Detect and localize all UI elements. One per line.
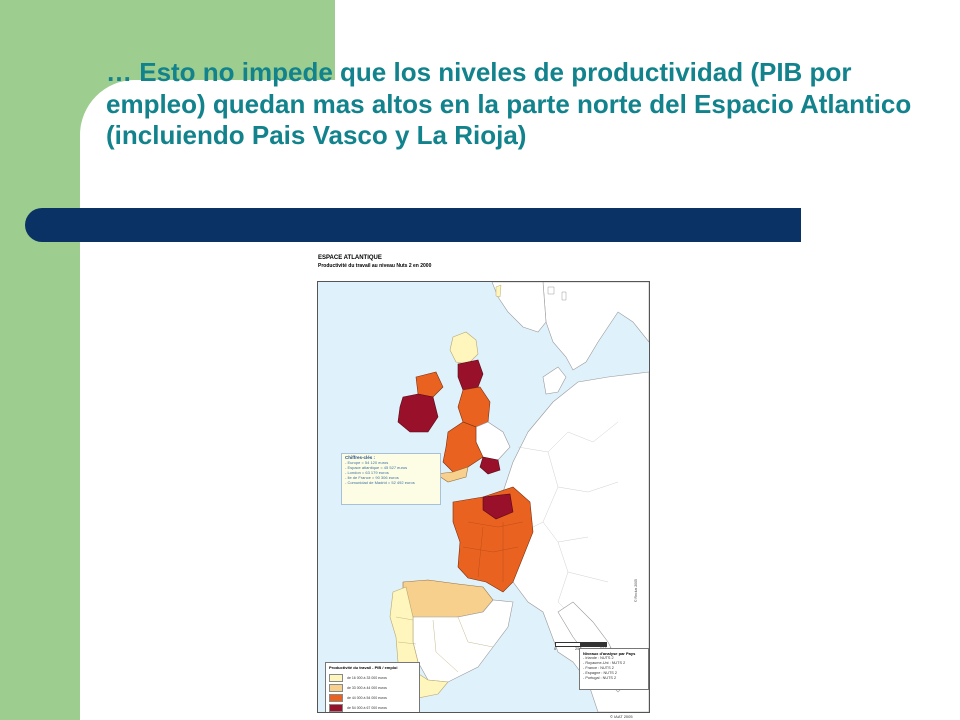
legend-label: de 54 000 à 67 000 euros [347,706,387,710]
map-subheading: Productivité du travail au niveau Nuts 2… [318,263,432,269]
region-shetland [495,284,502,298]
analysis-level-box: Niveaux d'analyse par Pays - Irlande : N… [579,648,649,690]
legend-item: de 44 000 à 54 000 euros [329,693,416,703]
region-france [452,486,534,593]
map-heading: ESPACE ATLANTIQUE [318,255,382,261]
key-figure-line: - Ile de France = 90 306 euros [345,475,399,480]
region-scandinavia [542,282,649,371]
map-figure: ESPACE ATLANTIQUE Productivité du travai… [310,247,660,720]
legend-item: de 54 000 à 67 000 euros [329,703,416,712]
analysis-level-title: Niveaux d'analyse par Pays [583,651,636,656]
analysis-level-line: - Portugal : NUTS 2 [583,676,617,680]
legend-item: de 33 000 à 44 000 euros [329,683,416,693]
key-figures-title: Chiffres-clés : [345,455,376,460]
region-wales-southwest [442,421,484,473]
analysis-level-line: - Royaume-Uni : NUTS 2 [583,661,626,665]
iberia-internal-borders [395,616,494,673]
scale-tick: 0 [554,646,557,651]
region-england-north [457,386,491,428]
internal-borders [517,421,619,623]
region-scotland-south [457,359,484,391]
region-ile-de-france [482,493,514,520]
legend-item: de 16 000 à 33 000 euros [329,673,416,683]
map-legend: Productivité du travail - PIB / emploi d… [325,662,420,712]
atlantic-region-map [389,282,649,712]
region-scotland-north [449,331,479,365]
legend-swatch [329,684,343,692]
analysis-level-line: - Espagne : NUTS 2 [583,671,617,675]
legend-swatch [329,674,343,682]
key-figure-line: - Comunidad de Madrid = 52 492 euros [345,480,415,485]
map-footer-credit: © IAAT 2005 [610,714,633,719]
key-figure-line: - London = 63 179 euros [345,470,389,475]
key-figure-line: - Europe = 54 120 euros [345,460,389,465]
region-norway-coast [491,282,547,333]
legend-label: de 16 000 à 33 000 euros [347,676,387,680]
analysis-level-line: - Irlande : NUTS 2 [583,656,614,660]
region-denmark [542,366,567,395]
region-northern-ireland [415,371,444,398]
france-internal-borders [462,521,524,582]
legend-label: de 33 000 à 44 000 euros [347,686,387,690]
map-credit: © Reclus 2005 [634,578,638,602]
region-scandinavia-islands [547,286,567,301]
legend-swatch [329,694,343,702]
legend-title: Productivité du travail - PIB / emploi [329,665,398,670]
key-figures-box: Chiffres-clés : - Europe = 54 120 euros … [341,453,441,505]
legend-label: de 44 000 à 54 000 euros [347,696,387,700]
region-ireland [397,393,439,433]
region-cornwall [435,466,469,483]
region-london [479,456,501,475]
analysis-level-line: - France : NUTS 2 [583,666,614,670]
slide-title: … Esto no impede que los niveles de prod… [106,57,912,150]
scale-tick: 250 [575,646,582,651]
legend-swatch [329,704,343,712]
key-figure-line: - Espace atlantique = 45 527 euros [345,465,408,470]
title-divider-bar [25,208,801,242]
scale-segment [580,642,607,647]
map-area: Chiffres-clés : - Europe = 54 120 euros … [317,281,650,713]
